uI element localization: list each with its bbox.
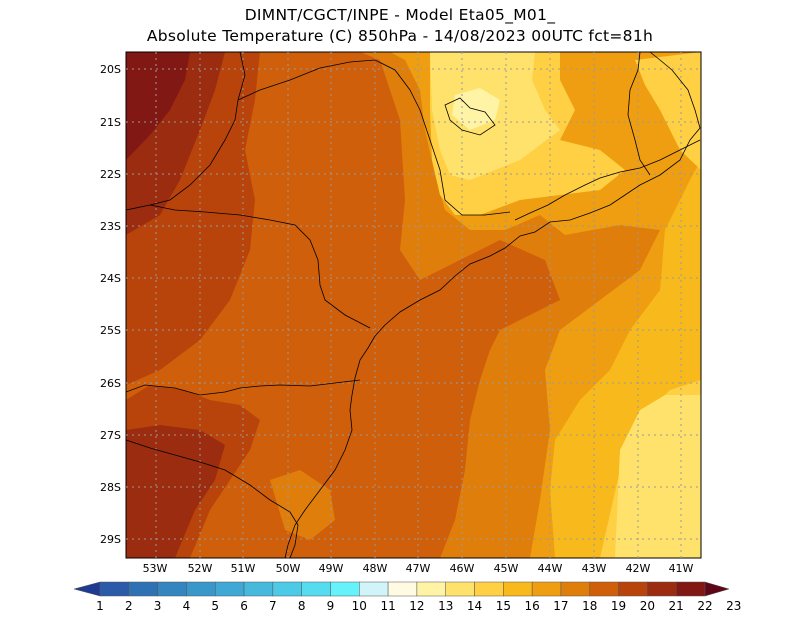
colorbar-label: 16 [524, 599, 540, 613]
colorbar-swatch [416, 581, 446, 597]
colorbar-label: 4 [182, 599, 191, 613]
lon-label-41w: 41W [668, 562, 694, 575]
lon-label-51w: 51W [230, 562, 256, 575]
field-northeast-cool [635, 52, 701, 170]
state-border-mg-rj [514, 139, 701, 221]
colorbar-label: 10 [351, 599, 367, 613]
colorbar-label: 18 [582, 599, 598, 613]
lon-label-44w: 44W [537, 562, 563, 575]
state-border-sp-ms [125, 99, 239, 211]
colorbar-label: 3 [153, 599, 162, 613]
colorbar-label: 17 [553, 599, 569, 613]
lat-label-25s: 25S [100, 324, 121, 337]
colorbar-swatch [99, 581, 130, 597]
colorbar-label: 1 [96, 599, 104, 613]
state-border-sp-pr [149, 204, 371, 329]
lon-label-52w: 52W [187, 562, 213, 575]
colorbar-label: 23 [726, 599, 742, 613]
temperature-field [126, 52, 701, 558]
colorbar-label: 6 [240, 599, 248, 613]
colorbar-swatch [157, 581, 187, 597]
colorbar-swatch [503, 581, 533, 597]
lat-label-27s: 27S [100, 429, 121, 442]
gridlines [126, 52, 701, 558]
lat-label-20s: 20S [100, 63, 121, 76]
colorbar-label: 12 [409, 599, 425, 613]
colorbar [73, 581, 730, 597]
field-southeast-coolest [615, 395, 701, 558]
state-border-sp-mg [237, 59, 511, 216]
lat-label-21s: 21S [100, 116, 121, 129]
colorbar-swatch [589, 581, 619, 597]
colorbar-swatch [618, 581, 648, 597]
field-highland-spot [452, 88, 500, 130]
colorbar-label: 22 [697, 599, 713, 613]
colorbar-label: 9 [326, 599, 335, 613]
lon-label-43w: 43W [581, 562, 607, 575]
colorbar-label: 19 [610, 599, 627, 613]
colorbar-swatch [359, 581, 389, 597]
colorbar-swatch [272, 581, 302, 597]
lat-label-26s: 26S [100, 377, 121, 390]
chart-title-line1: DIMNT/CGCT/INPE - Model Eta05_M01_ [244, 6, 556, 24]
colorbar-swatch [186, 581, 216, 597]
colorbar-swatch [560, 581, 591, 597]
colorbar-swatch [330, 581, 360, 597]
lon-label-47w: 47W [405, 562, 431, 575]
lon-label-49w: 49W [318, 562, 344, 575]
lon-label-45w: 45W [493, 562, 519, 575]
state-border-pr-sc [125, 379, 361, 396]
colorbar-swatch [531, 581, 562, 597]
lon-label-46w: 46W [449, 562, 475, 575]
coastline [284, 51, 701, 559]
colorbar-swatch [243, 581, 274, 597]
colorbar-swatch [445, 581, 475, 597]
chart-title-line2: Absolute Temperature (C) 850hPa - 14/08/… [146, 27, 654, 45]
colorbar-swatch [474, 581, 504, 597]
colorbar-label: 7 [269, 599, 277, 613]
colorbar-label: 21 [668, 599, 684, 613]
lat-label-24s: 24S [100, 272, 121, 285]
colorbar-arrow-high [704, 581, 730, 597]
colorbar-swatch [214, 581, 245, 597]
colorbar-label: 5 [211, 599, 220, 613]
colorbar-swatch [647, 581, 677, 597]
state-border-sc-rs [125, 439, 299, 559]
political-boundaries [125, 51, 701, 559]
reservoir-shape [444, 97, 496, 136]
colorbar-label: 20 [639, 599, 656, 613]
colorbar-arrow-low [73, 581, 101, 597]
lon-label-53w: 53W [142, 562, 168, 575]
state-border-mg-interior [237, 51, 246, 101]
lat-label-22s: 22S [100, 168, 121, 181]
lon-label-48w: 48W [362, 562, 388, 575]
lat-label-23s: 23S [100, 220, 121, 233]
map-frame [125, 51, 702, 559]
lat-label-29s: 29S [100, 533, 121, 546]
colorbar-label: 15 [495, 599, 511, 613]
colorbar-label: 11 [380, 599, 396, 613]
colorbar-swatch [675, 581, 706, 597]
colorbar-swatch [128, 581, 158, 597]
field-west-hottest [126, 52, 190, 160]
colorbar-label: 13 [438, 599, 454, 613]
colorbar-swatch [387, 581, 418, 597]
lon-label-50w: 50W [275, 562, 301, 575]
colorbar-label: 8 [297, 599, 306, 613]
field-southwest-hot [126, 425, 225, 558]
colorbar-label: 14 [466, 599, 483, 613]
state-border-mg-es [627, 51, 651, 176]
colorbar-swatch [301, 581, 331, 597]
colorbar-label: 2 [124, 599, 133, 613]
lon-label-42w: 42W [625, 562, 651, 575]
lat-label-28s: 28S [100, 481, 121, 494]
